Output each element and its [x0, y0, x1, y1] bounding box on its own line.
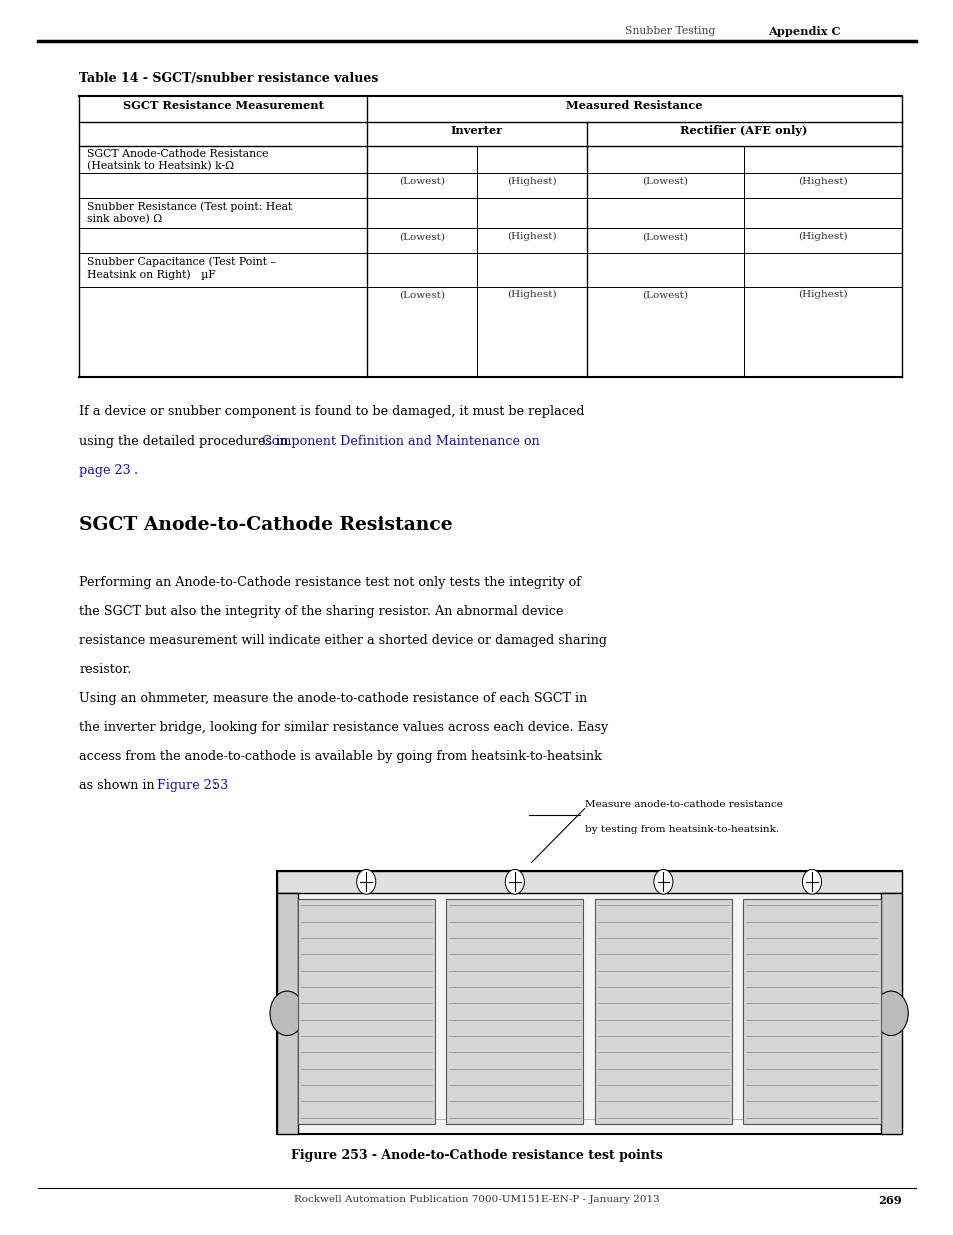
Text: Appendix C: Appendix C	[767, 26, 840, 37]
Text: 269: 269	[877, 1195, 901, 1207]
Text: Figure 253: Figure 253	[157, 779, 229, 792]
Text: SGCT Anode-Cathode Resistance
(Heatsink to Heatsink) k-Ω: SGCT Anode-Cathode Resistance (Heatsink …	[87, 149, 268, 172]
Text: the SGCT but also the integrity of the sharing resistor. An abnormal device: the SGCT but also the integrity of the s…	[79, 604, 563, 618]
Text: Component Definition and Maintenance on: Component Definition and Maintenance on	[262, 435, 543, 448]
Text: If a device or snubber component is found to be damaged, it must be replaced: If a device or snubber component is foun…	[79, 405, 584, 419]
Text: as shown in: as shown in	[79, 779, 158, 792]
Text: Table 14 - SGCT/snubber resistance values: Table 14 - SGCT/snubber resistance value…	[79, 72, 378, 85]
Text: Snubber Testing: Snubber Testing	[624, 26, 715, 36]
Circle shape	[873, 990, 907, 1035]
Text: (Lowest): (Lowest)	[641, 290, 688, 299]
Text: access from the anode-to-cathode is available by going from heatsink-to-heatsink: access from the anode-to-cathode is avai…	[79, 750, 601, 763]
Text: .: .	[133, 464, 137, 478]
Bar	[276, 871, 901, 1134]
Text: Using an ohmmeter, measure the anode-to-cathode resistance of each SGCT in: Using an ohmmeter, measure the anode-to-…	[79, 692, 587, 705]
Text: (Lowest): (Lowest)	[398, 232, 445, 241]
Text: resistor.: resistor.	[79, 662, 132, 676]
Text: page 23: page 23	[79, 464, 131, 478]
Text: resistance measurement will indicate either a shorted device or damaged sharing: resistance measurement will indicate eit…	[79, 634, 606, 647]
Circle shape	[653, 869, 672, 894]
Text: Measured Resistance: Measured Resistance	[565, 100, 702, 111]
Text: using the detailed procedures in: using the detailed procedures in	[79, 435, 293, 448]
Text: the inverter bridge, looking for similar resistance values across each device. E: the inverter bridge, looking for similar…	[79, 721, 608, 734]
Text: Rockwell Automation Publication 7000-UM151E-EN-P - January 2013: Rockwell Automation Publication 7000-UM1…	[294, 1195, 659, 1204]
Text: (Lowest): (Lowest)	[641, 177, 688, 185]
Text: (Highest): (Highest)	[797, 177, 847, 185]
Text: (Highest): (Highest)	[506, 290, 557, 299]
Bar	[446, 899, 582, 1124]
Text: Inverter: Inverter	[451, 125, 502, 136]
Circle shape	[505, 869, 524, 894]
Bar	[276, 893, 297, 1134]
Text: (Highest): (Highest)	[797, 290, 847, 299]
Circle shape	[270, 990, 304, 1035]
Text: (Highest): (Highest)	[506, 177, 557, 185]
Text: (Lowest): (Lowest)	[398, 177, 445, 185]
Text: (Highest): (Highest)	[506, 232, 557, 241]
Text: Snubber Capacitance (Test Point –
Heatsink on Right)   µF: Snubber Capacitance (Test Point – Heatsi…	[87, 257, 275, 279]
Circle shape	[356, 869, 375, 894]
Text: SGCT Resistance Measurement: SGCT Resistance Measurement	[123, 100, 323, 111]
Text: by testing from heatsink-to-heatsink.: by testing from heatsink-to-heatsink.	[584, 825, 778, 834]
Bar	[297, 899, 435, 1124]
Text: Rectifier (AFE only): Rectifier (AFE only)	[679, 125, 807, 136]
Bar	[276, 871, 901, 893]
Text: (Highest): (Highest)	[797, 232, 847, 241]
Circle shape	[801, 869, 821, 894]
Text: (Lowest): (Lowest)	[641, 232, 688, 241]
Text: Figure 253 - Anode-to-Cathode resistance test points: Figure 253 - Anode-to-Cathode resistance…	[291, 1149, 662, 1162]
Text: Snubber Resistance (Test point: Heat
sink above) Ω: Snubber Resistance (Test point: Heat sin…	[87, 201, 292, 224]
Text: :: :	[213, 779, 217, 792]
Text: Measure anode-to-cathode resistance: Measure anode-to-cathode resistance	[584, 800, 781, 809]
Text: Performing an Anode-to-Cathode resistance test not only tests the integrity of: Performing an Anode-to-Cathode resistanc…	[79, 576, 580, 589]
Text: (Lowest): (Lowest)	[398, 290, 445, 299]
Text: SGCT Anode-to-Cathode Resistance: SGCT Anode-to-Cathode Resistance	[79, 516, 453, 535]
Bar	[880, 893, 901, 1134]
Bar	[742, 899, 880, 1124]
Bar	[594, 899, 731, 1124]
